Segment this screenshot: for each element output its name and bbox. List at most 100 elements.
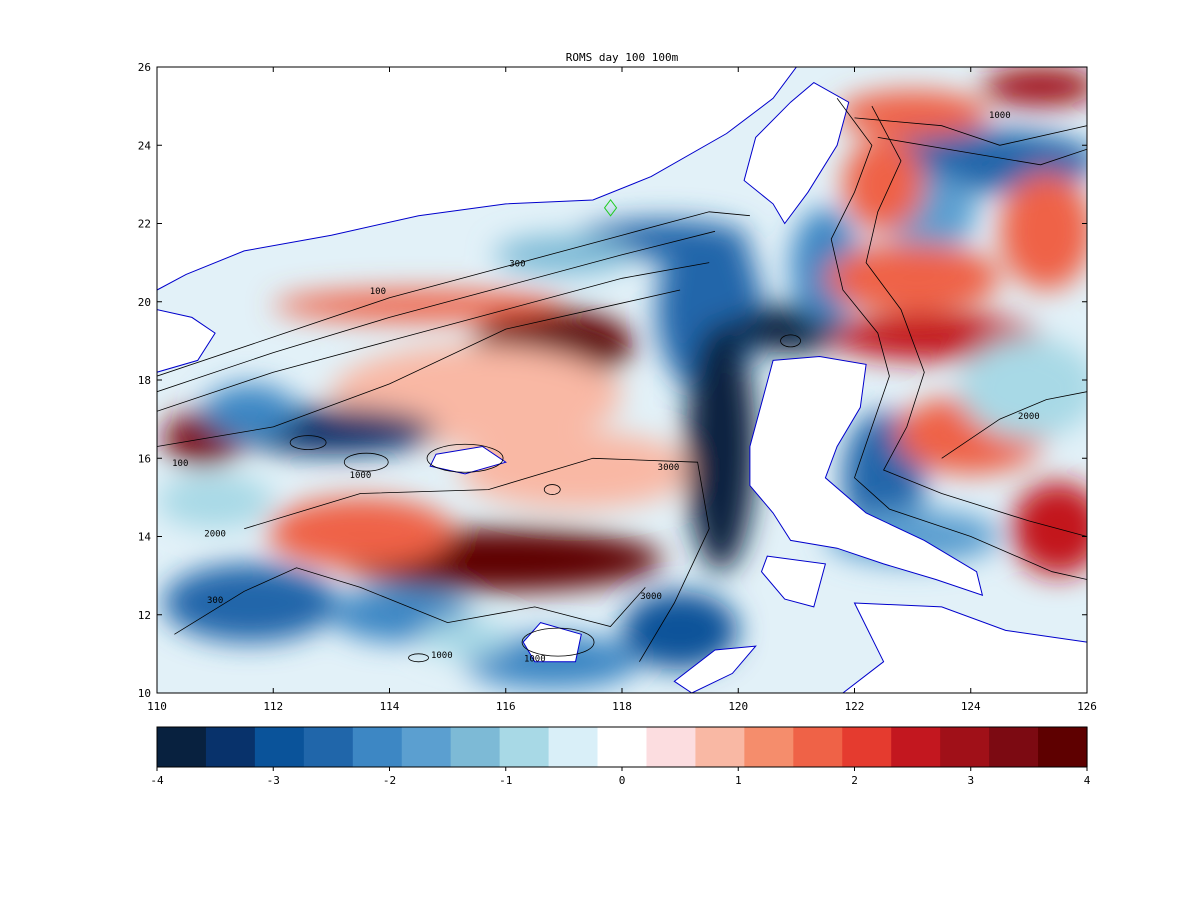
lon-tick-label: 114 bbox=[380, 700, 400, 713]
land-spratly bbox=[522, 622, 582, 663]
lon-tick-label: 120 bbox=[728, 700, 748, 713]
anomaly-blob bbox=[622, 591, 739, 670]
colorbar-tick-label: -3 bbox=[267, 774, 280, 787]
contour-label: 2000 bbox=[204, 530, 226, 540]
colorbar-tick-label: 0 bbox=[619, 774, 626, 787]
seamount-contour bbox=[343, 452, 389, 472]
contour-label: 1000 bbox=[524, 655, 546, 665]
lat-tick-label: 12 bbox=[138, 609, 151, 622]
contour-line bbox=[244, 457, 710, 662]
colorbar-swatch bbox=[499, 727, 550, 767]
contour-label: 300 bbox=[207, 596, 223, 606]
land-mindoro bbox=[760, 555, 827, 608]
contour-line bbox=[157, 262, 710, 412]
contour-label: 1000 bbox=[350, 471, 372, 481]
anomaly-blob bbox=[837, 90, 989, 138]
contour-label: 2000 bbox=[1018, 412, 1040, 422]
colorbar bbox=[157, 727, 1088, 767]
contour-line bbox=[157, 211, 750, 377]
colorbar-tick-label: -2 bbox=[383, 774, 396, 787]
seamount-contour bbox=[289, 435, 327, 451]
colorbar-tick-label: -1 bbox=[499, 774, 512, 787]
lat-tick-label: 26 bbox=[138, 61, 151, 74]
colorbar-tick-label: 3 bbox=[967, 774, 974, 787]
lon-tick-label: 116 bbox=[496, 700, 516, 713]
land-masks bbox=[157, 67, 1087, 693]
colorbar-swatch bbox=[793, 727, 843, 767]
lon-tick-label: 118 bbox=[612, 700, 632, 713]
longitude-axis: 110 112 114 116 118 120 122 124 126 bbox=[147, 67, 1097, 713]
contour-label: 3000 bbox=[658, 463, 680, 473]
anomaly-blob bbox=[494, 235, 634, 275]
anomaly-blob bbox=[267, 497, 454, 568]
contour-labels: 100 300 1000 2000 3000 300 1000 3000 1000 2000 100… bbox=[172, 111, 1040, 665]
contour-label: 1000 bbox=[989, 111, 1011, 121]
chart-title: ROMS day 100 100m bbox=[566, 51, 679, 64]
colorbar-tick-label: 2 bbox=[851, 774, 858, 787]
bathymetry-contours bbox=[157, 98, 1087, 663]
contour-line bbox=[157, 230, 716, 393]
land-hainan bbox=[157, 309, 216, 373]
contour-line bbox=[854, 117, 1087, 146]
colorbar-swatch bbox=[157, 727, 207, 767]
colorbar-swatch bbox=[891, 727, 941, 767]
anomaly-blob bbox=[959, 336, 1087, 439]
anomaly-blob bbox=[162, 563, 338, 643]
latitude-axis: 10 12 14 16 18 20 22 24 26 bbox=[138, 61, 1087, 700]
anomaly-blob bbox=[418, 618, 512, 658]
lat-tick-label: 24 bbox=[138, 139, 152, 152]
land-china bbox=[157, 67, 798, 291]
land-luzon bbox=[749, 355, 984, 596]
lon-tick-label: 122 bbox=[845, 700, 865, 713]
seamount-contour bbox=[543, 484, 561, 495]
anomaly-blob bbox=[825, 243, 1000, 314]
seamount-contour bbox=[408, 653, 429, 663]
station-marker bbox=[603, 199, 618, 217]
anomaly-blob bbox=[203, 383, 297, 439]
colorbar-swatch bbox=[401, 727, 452, 767]
colorbar-swatch bbox=[254, 727, 305, 767]
colorbar-swatch bbox=[940, 727, 990, 767]
anomaly-blob bbox=[157, 473, 274, 529]
land-paracel bbox=[429, 445, 507, 475]
contour-label: 100 bbox=[172, 459, 188, 469]
anomaly-blob bbox=[999, 172, 1087, 290]
lon-tick-label: 112 bbox=[263, 700, 283, 713]
contour-label: 100 bbox=[370, 287, 386, 297]
colorbar-swatch bbox=[1038, 727, 1088, 767]
anomaly-blob bbox=[685, 321, 756, 572]
colorbar-swatch bbox=[303, 727, 354, 767]
colorbar-swatch bbox=[842, 727, 892, 767]
contour-line bbox=[157, 289, 681, 447]
anomaly-blob bbox=[982, 67, 1087, 107]
colorbar-swatch bbox=[205, 727, 256, 767]
contour-line bbox=[941, 391, 1087, 459]
lon-tick-label: 124 bbox=[961, 700, 981, 713]
contour-label: 3000 bbox=[640, 592, 662, 602]
colorbar-swatch bbox=[548, 727, 599, 767]
lon-tick-label: 110 bbox=[147, 700, 167, 713]
map-plot-area: 100 300 1000 2000 3000 300 1000 3000 1000 2000 100… bbox=[157, 67, 1087, 693]
contour-label: 1000 bbox=[431, 651, 453, 661]
colorbar-tick-label: 1 bbox=[735, 774, 742, 787]
lat-tick-label: 16 bbox=[138, 452, 151, 465]
anomaly-blob bbox=[459, 430, 692, 510]
seamount-contour bbox=[426, 443, 504, 473]
contour-line bbox=[865, 105, 1087, 537]
colorbar-swatch bbox=[352, 727, 403, 767]
colorbar-swatch bbox=[597, 727, 648, 767]
contour-label: 300 bbox=[509, 260, 525, 270]
colorbar-swatch bbox=[989, 727, 1039, 767]
seamount-contour bbox=[780, 334, 801, 348]
land-taiwan bbox=[743, 81, 850, 225]
anomaly-blob bbox=[1011, 481, 1087, 576]
anomaly-blob bbox=[842, 137, 925, 232]
colorbar-tick-label: 4 bbox=[1084, 774, 1091, 787]
anomaly-field bbox=[157, 67, 1087, 690]
colorbar-swatch bbox=[695, 727, 745, 767]
colorbar-swatch bbox=[646, 727, 697, 767]
colorbar-ticks: -4 -3 -2 -1 0 1 2 3 4 bbox=[150, 767, 1091, 787]
lat-tick-label: 20 bbox=[138, 296, 151, 309]
lat-tick-label: 14 bbox=[138, 531, 152, 544]
